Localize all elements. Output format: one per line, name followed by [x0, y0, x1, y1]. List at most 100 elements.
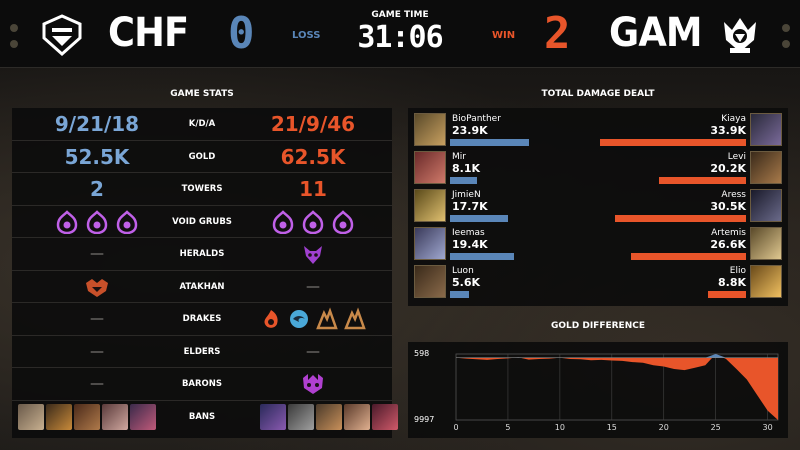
left-atakhan — [22, 275, 172, 299]
stat-row-elders: — ELDERS — — [12, 336, 392, 368]
stat-label: VOID GRUBS — [172, 216, 232, 227]
champion-portrait — [750, 265, 782, 298]
right-team-tag: GAM — [609, 10, 702, 56]
stat-label: BARONS — [181, 379, 223, 389]
left-kda: 9/21/18 — [54, 112, 140, 136]
stat-row-void-grubs: VOID GRUBS — [12, 206, 392, 238]
decorative-dots-left — [10, 24, 20, 56]
right-bans — [260, 403, 398, 430]
right-player-name: Artemis — [711, 228, 746, 238]
left-damage-bar — [450, 215, 509, 222]
damage-panel: BioPanther 23.9K Kiaya 33.9K Mir 8.1K Le… — [408, 108, 788, 306]
right-player-name: Levi — [727, 152, 746, 162]
right-player-name: Elio — [729, 266, 746, 276]
champion-ban-portrait — [316, 403, 342, 430]
right-player-damage: 33.9K — [710, 124, 746, 137]
stat-label: K/D/A — [188, 119, 216, 129]
right-damage-bar — [708, 291, 746, 298]
damage-row: Ieemas 19.4K Artemis 26.6K — [408, 225, 788, 263]
champion-ban-portrait — [46, 403, 72, 430]
gold-diff-title: GOLD DIFFERENCE — [550, 321, 645, 331]
stat-row-barons: — BARONS — [12, 368, 392, 401]
right-towers: 11 — [299, 177, 327, 201]
infernal-drake-icon — [264, 310, 278, 328]
champion-portrait — [750, 227, 782, 260]
right-player-damage: 8.8K — [717, 276, 746, 289]
damage-row: Luon 5.6K Elio 8.8K — [408, 263, 788, 301]
damage-title: TOTAL DAMAGE DEALT — [541, 89, 655, 99]
x-tick-label: 0 — [453, 423, 458, 432]
right-team-result: WIN — [492, 30, 516, 41]
damage-row: JimieN 17.7K Aress 30.5K — [408, 187, 788, 225]
left-damage-bar — [450, 139, 529, 146]
champion-ban-portrait — [102, 403, 128, 430]
game-stats-panel: 9/21/18 K/D/A 21/9/46 52.5K GOLD 62.5K 2… — [12, 108, 398, 438]
left-elders: — — [90, 343, 104, 360]
game-time-label: GAME TIME — [371, 10, 429, 20]
left-damage-bar — [450, 253, 515, 260]
champion-ban-portrait — [344, 403, 370, 430]
champion-ban-portrait — [288, 403, 314, 430]
gold-diff-chart: 598 9997 0 5 10 15 20 25 30 — [414, 349, 779, 432]
void-grub-icon — [116, 209, 138, 234]
mountain-drake-icon — [316, 307, 338, 330]
right-player-damage: 26.6K — [710, 238, 746, 251]
left-drakes: — — [90, 311, 104, 327]
void-grub-icon — [56, 209, 78, 234]
gold-diff-top-label: 598 — [414, 349, 429, 358]
void-grub-icon — [272, 209, 294, 234]
stat-row-gold: 52.5K GOLD 62.5K — [12, 141, 392, 173]
right-heralds — [238, 242, 388, 266]
damage-row: BioPanther 23.9K Kiaya 33.9K — [408, 111, 788, 149]
left-bans — [18, 403, 156, 430]
baron-icon — [303, 374, 323, 394]
x-tick-label: 20 — [659, 423, 669, 432]
stat-label: TOWERS — [181, 184, 223, 194]
left-gold: 52.5K — [64, 144, 130, 169]
champion-portrait — [414, 265, 446, 298]
left-towers: 2 — [90, 177, 104, 201]
right-damage-bar — [614, 215, 746, 222]
champion-portrait — [414, 227, 446, 260]
mountain-drake-icon — [344, 307, 366, 330]
left-player-name: Ieemas — [452, 228, 485, 238]
stat-row-drakes: — DRAKES — [12, 303, 392, 336]
left-player-damage: 5.6K — [452, 276, 481, 289]
stat-row-heralds: — HERALDS — [12, 238, 392, 271]
stat-label: DRAKES — [182, 314, 222, 324]
damage-row: Mir 8.1K Levi 20.2K — [408, 149, 788, 187]
right-damage-bar — [659, 177, 746, 184]
stat-label: HERALDS — [179, 249, 225, 259]
game-time-value: 31:06 — [357, 20, 443, 55]
x-tick-label: 10 — [555, 423, 565, 432]
atakhan-icon — [86, 278, 108, 297]
left-player-name: Mir — [452, 152, 466, 162]
champion-portrait — [750, 151, 782, 184]
champion-portrait — [414, 151, 446, 184]
gam-logo-icon — [724, 18, 756, 53]
right-team-score: 2 — [544, 8, 571, 59]
ocean-drake-icon — [290, 310, 308, 328]
stat-label: ATAKHAN — [179, 281, 225, 292]
x-tick-label: 25 — [711, 423, 721, 432]
left-damage-bar — [450, 177, 477, 184]
stat-label: GOLD — [188, 151, 216, 162]
champion-portrait — [750, 189, 782, 222]
left-player-name: JimieN — [452, 190, 481, 200]
chart-frame — [455, 353, 779, 421]
right-damage-bar — [631, 253, 746, 260]
x-tick-label: 30 — [763, 423, 773, 432]
stat-label: ELDERS — [183, 346, 221, 357]
champion-portrait — [414, 189, 446, 222]
stat-row-kda: 9/21/18 K/D/A 21/9/46 — [12, 108, 392, 141]
game-stats-title: GAME STATS — [170, 89, 234, 99]
left-player-damage: 23.9K — [452, 124, 488, 137]
void-grub-icon — [332, 209, 354, 234]
champion-ban-portrait — [130, 403, 156, 430]
champion-ban-portrait — [18, 403, 44, 430]
left-player-damage: 8.1K — [452, 162, 481, 175]
left-barons: — — [90, 376, 104, 392]
champion-portrait — [750, 113, 782, 146]
stat-row-towers: 2 TOWERS 11 — [12, 173, 392, 206]
gold-lead-blue-area — [705, 354, 727, 358]
